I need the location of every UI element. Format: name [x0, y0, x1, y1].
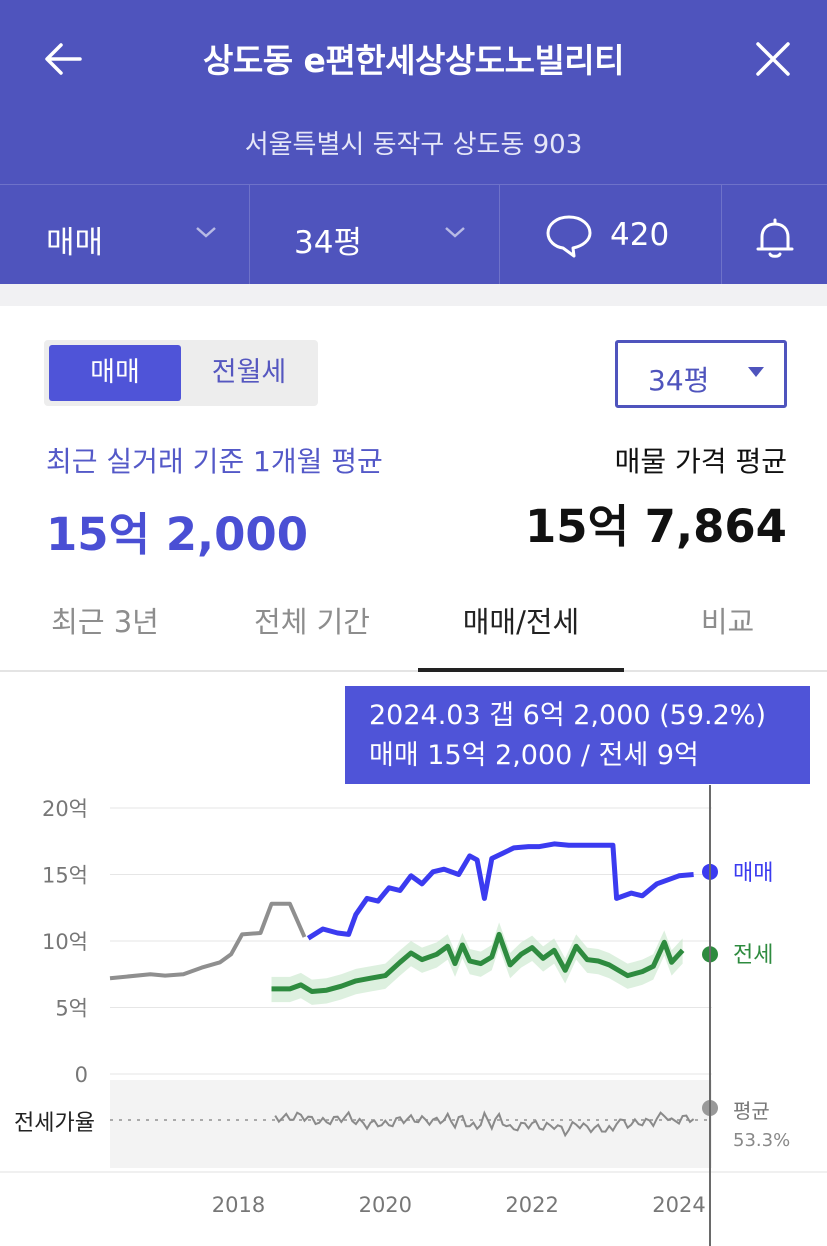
- comment-count: 420: [610, 217, 670, 253]
- trade-type-dropdown[interactable]: 매매: [0, 185, 250, 285]
- notification-bell-button[interactable]: [722, 185, 827, 285]
- ratio-line: [274, 1110, 695, 1138]
- ratio-label: 전세가율: [14, 1111, 95, 1136]
- back-arrow-icon[interactable]: [40, 36, 86, 82]
- y-tick-label: 5억: [55, 997, 88, 1021]
- ratio-avg-title: 평균: [733, 1099, 770, 1123]
- sale-end-label: 매매: [733, 861, 773, 886]
- toggle-rent-button[interactable]: 전월세: [211, 357, 287, 388]
- filter-bar: 매매 34평 420: [0, 184, 827, 285]
- tab-recent-3y[interactable]: 최근 3년: [51, 605, 159, 639]
- comments-button[interactable]: 420: [500, 185, 722, 285]
- size-dropdown[interactable]: 34평: [250, 185, 500, 285]
- tab-all-period[interactable]: 전체 기간: [254, 605, 370, 639]
- bell-icon: [756, 218, 794, 258]
- y-tick-label: 0: [75, 1063, 88, 1087]
- listing-price-label: 매물 가격 평균: [614, 445, 787, 478]
- listing-price-value: 15억 7,864: [524, 500, 787, 553]
- complex-title: 상도동 e편한세상상도노빌리티: [202, 41, 625, 80]
- x-tick-label: 2022: [505, 1193, 558, 1217]
- jeonse-line: [271, 931, 685, 994]
- tooltip-line-2: 매매 15억 2,000 / 전세 9억: [369, 740, 699, 771]
- speech-bubble-icon: [546, 215, 592, 258]
- jeonse-end-label: 전세: [733, 943, 773, 968]
- x-tick-label: 2024: [652, 1193, 705, 1217]
- ratio-band: [110, 1080, 712, 1168]
- trade-toggle: 매매 전월세: [44, 340, 318, 406]
- chart-tooltip: 2024.03 갭 6억 2,000 (59.2%) 매매 15억 2,000 …: [345, 686, 810, 784]
- tab-compare[interactable]: 비교: [700, 605, 755, 639]
- trade-type-label: 매매: [46, 225, 104, 261]
- tab-sale-jeonse[interactable]: 매매/전세: [418, 586, 624, 672]
- x-tick-label: 2020: [359, 1193, 412, 1217]
- size-select[interactable]: 34평: [615, 340, 787, 408]
- sale-line: [306, 841, 694, 941]
- section-divider: [0, 284, 827, 306]
- x-tick-label: 2018: [212, 1193, 265, 1217]
- period-tabs: 최근 3년 전체 기간 매매/전세 비교: [0, 586, 827, 672]
- toggle-sale-button[interactable]: 매매: [49, 345, 181, 401]
- history-line: [109, 901, 307, 981]
- recent-price-value: 15억 2,000: [46, 508, 309, 561]
- caret-down-icon: [748, 367, 764, 377]
- y-tick-label: 20억: [42, 797, 88, 821]
- size-label: 34평: [294, 225, 362, 261]
- close-icon[interactable]: [750, 36, 796, 82]
- ratio-avg-value: 53.3%: [733, 1130, 790, 1151]
- chevron-down-icon: [196, 227, 216, 238]
- tooltip-line-1: 2024.03 갭 6억 2,000 (59.2%): [369, 700, 766, 731]
- complex-address: 서울특별시 동작구 상도동 903: [244, 130, 583, 160]
- y-tick-label: 10억: [42, 930, 88, 954]
- app-header: 상도동 e편한세상상도노빌리티 서울특별시 동작구 상도동 903 매매 34평…: [0, 0, 827, 285]
- chevron-down-icon: [445, 227, 465, 238]
- y-tick-label: 15억: [42, 864, 88, 888]
- recent-price-label: 최근 실거래 기준 1개월 평균: [46, 445, 383, 478]
- size-select-value: 34평: [648, 364, 710, 397]
